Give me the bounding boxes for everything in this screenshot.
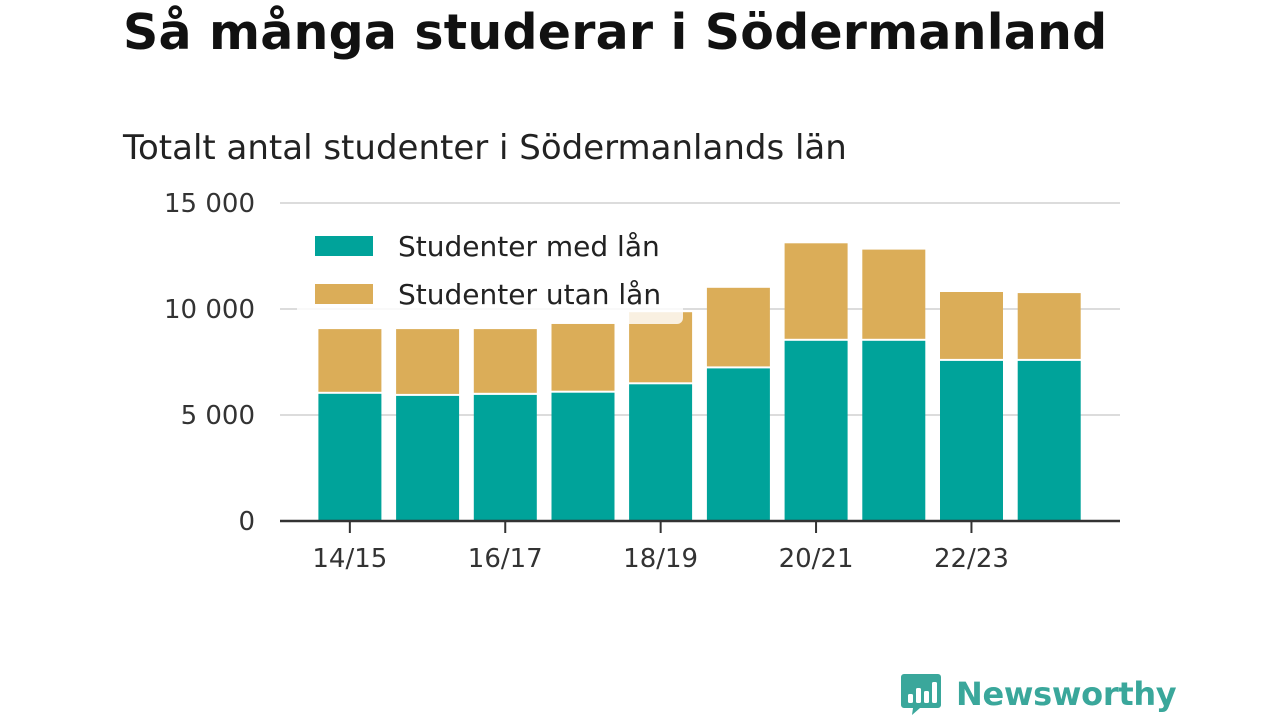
brand-logo: Newsworthy [900, 668, 1177, 720]
bar-segment [473, 394, 537, 521]
bar-segment [318, 329, 382, 392]
bar-segment [940, 292, 1003, 359]
bar-segment [473, 329, 537, 393]
legend-swatch [315, 236, 373, 256]
bar-segment [706, 287, 770, 367]
bars [318, 243, 1081, 521]
brand-name: Newsworthy [956, 675, 1177, 713]
bar-segment [551, 323, 615, 391]
legend-swatch [315, 284, 373, 304]
bar-chart-speech-bubble-icon [901, 674, 941, 715]
y-axis-ticks: 0 5 000 10 000 15 000 [164, 189, 255, 537]
x-tick-label: 22/23 [934, 544, 1009, 574]
x-axis-ticks: 14/15 16/17 18/19 20/21 22/23 [312, 521, 1009, 574]
chart-subtitle: Totalt antal studenter i Södermanlands l… [123, 128, 847, 168]
bar-segment [551, 392, 615, 521]
bar-segment [1017, 360, 1081, 521]
bar-segment [784, 340, 848, 521]
y-tick-label: 0 [238, 507, 255, 537]
headline: Så många studerar i Södermanland [123, 4, 1108, 61]
bar-segment [706, 368, 770, 521]
legend-label: Studenter utan lån [398, 278, 661, 311]
x-tick-label: 14/15 [312, 544, 387, 574]
bar-segment [784, 243, 848, 339]
y-tick-label: 10 000 [164, 295, 255, 325]
x-tick-label: 16/17 [468, 544, 543, 574]
bar-segment [1017, 293, 1081, 359]
x-tick-label: 18/19 [623, 544, 698, 574]
bar-segment [862, 340, 926, 521]
bar-segment [862, 249, 926, 339]
bar-segment [396, 329, 460, 394]
y-tick-label: 5 000 [181, 401, 255, 431]
bar-segment [396, 395, 460, 521]
bar-segment [629, 384, 693, 521]
bar-segment [940, 360, 1003, 521]
legend-label: Studenter med lån [398, 230, 660, 263]
bar-segment [318, 393, 382, 521]
x-tick-label: 20/21 [779, 544, 854, 574]
legend-background [297, 222, 683, 324]
y-tick-label: 15 000 [164, 189, 255, 219]
legend: Studenter med lån Studenter utan lån [297, 222, 683, 324]
